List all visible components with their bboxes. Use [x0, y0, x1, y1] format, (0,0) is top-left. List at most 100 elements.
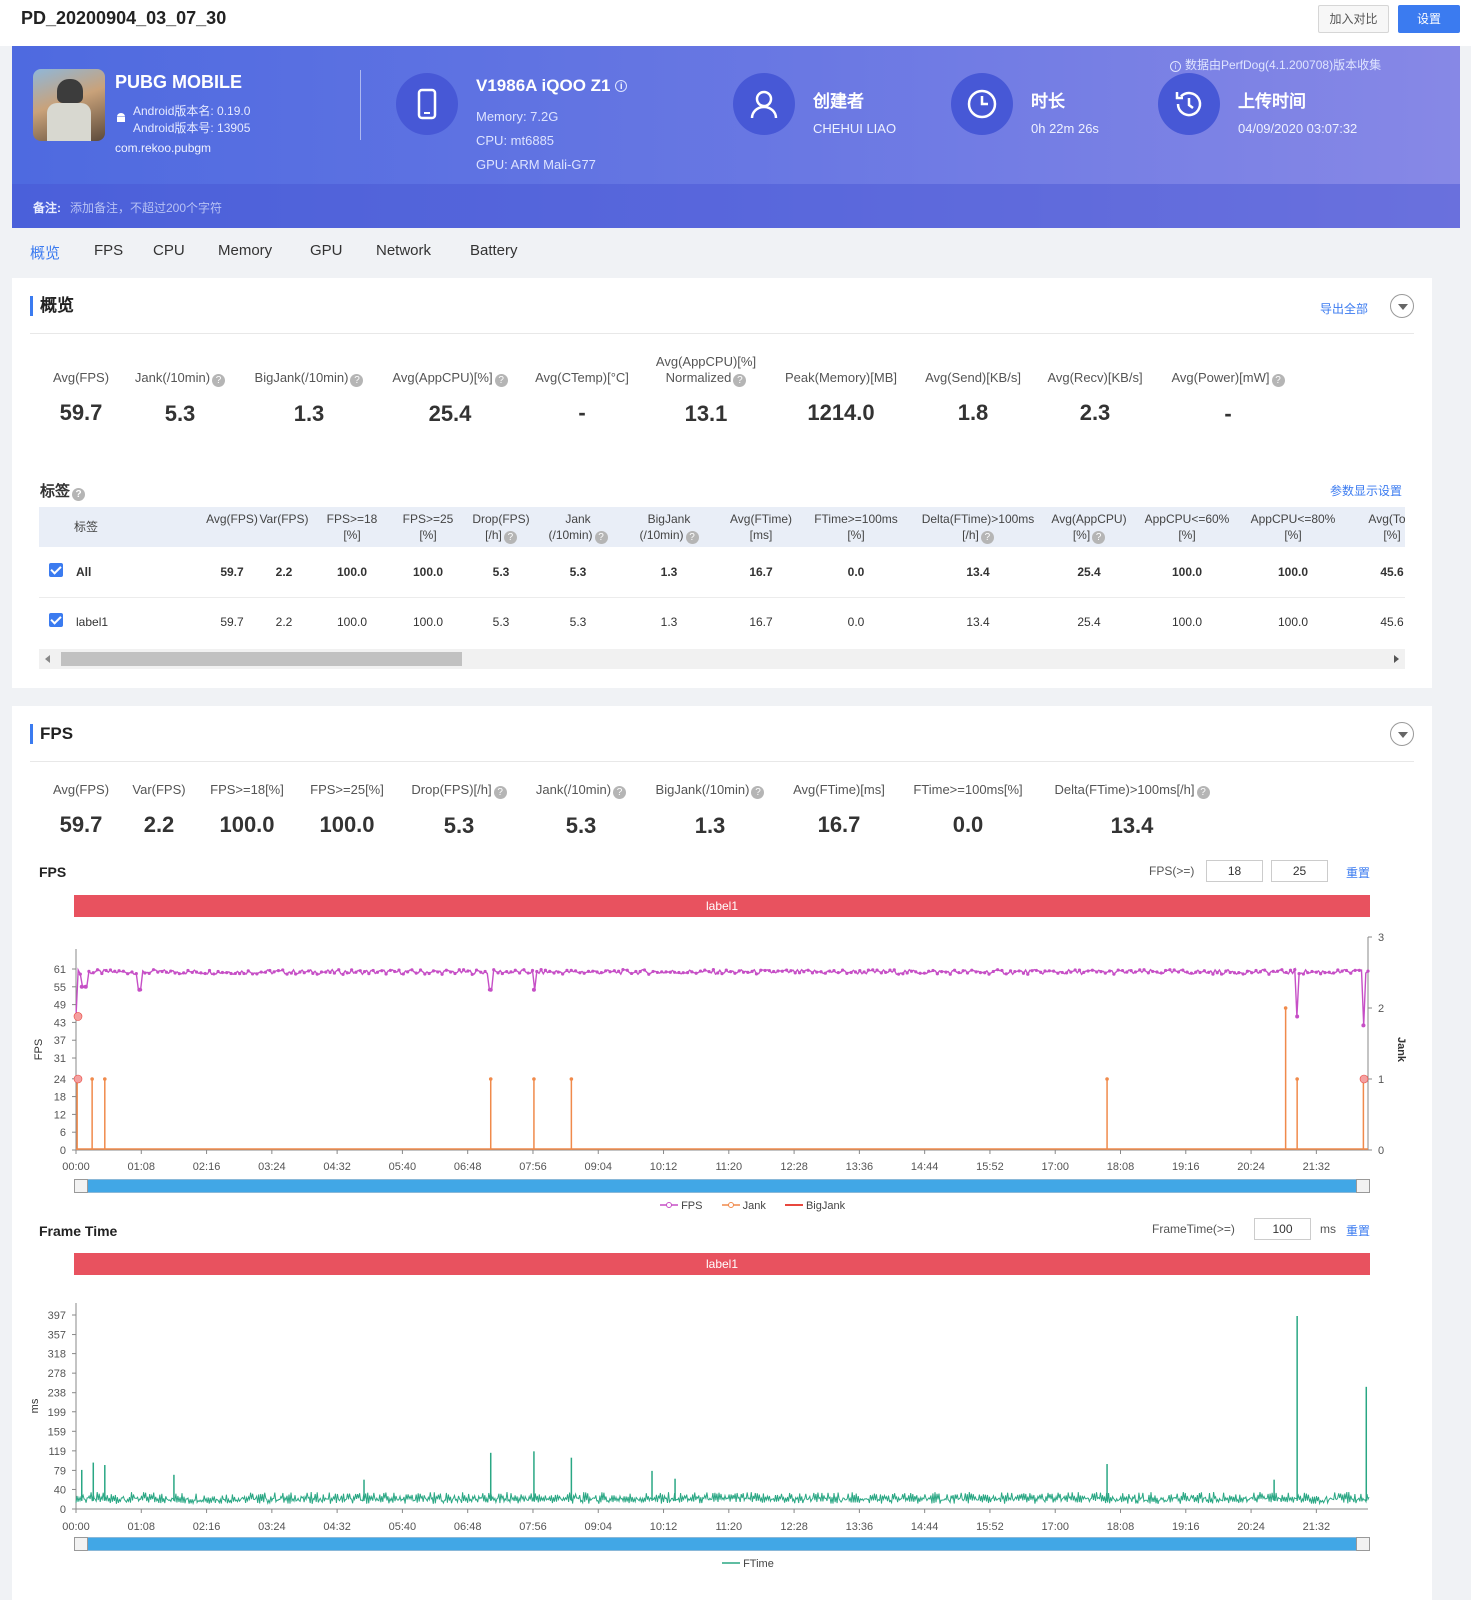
- jank-point: [488, 1077, 493, 1081]
- fps-point: [108, 968, 113, 972]
- collapse-overview-button[interactable]: [1390, 294, 1414, 318]
- legend-ftime[interactable]: FTime: [722, 1558, 774, 1570]
- fps-point: [1073, 968, 1077, 972]
- x-tick-label: 02:16: [193, 1161, 221, 1173]
- scroll-right-icon[interactable]: [1394, 655, 1399, 663]
- help-icon[interactable]: ?: [503, 531, 517, 544]
- help-icon[interactable]: ?: [72, 488, 86, 501]
- fps-point: [741, 970, 746, 974]
- tab-overview[interactable]: 概览: [30, 245, 61, 262]
- slider-left-handle[interactable]: [74, 1179, 88, 1193]
- fps-point: [225, 970, 229, 975]
- help-icon[interactable]: ?: [212, 374, 226, 387]
- fps-point: [759, 968, 763, 972]
- fps-point: [1168, 968, 1172, 972]
- row-checkbox[interactable]: [49, 613, 63, 627]
- fps-point: [1215, 971, 1219, 975]
- table-horizontal-scrollbar[interactable]: [39, 649, 1405, 669]
- fps-point: [345, 971, 349, 975]
- fps-point: [496, 971, 500, 975]
- x-tick-label: 13:36: [846, 1521, 874, 1533]
- fps-point: [1202, 969, 1206, 973]
- help-icon[interactable]: ?: [613, 786, 627, 799]
- help-icon[interactable]: ?: [350, 374, 364, 387]
- help-icon[interactable]: ?: [733, 374, 747, 387]
- legend-fps[interactable]: FPS: [660, 1200, 702, 1212]
- app-version-info: Android版本名: 0.19.0 Android版本号: 13905: [133, 103, 250, 137]
- fps-threshold-25-input[interactable]: 25: [1271, 860, 1328, 882]
- help-icon[interactable]: ?: [493, 786, 507, 799]
- fps-point: [651, 969, 655, 974]
- help-icon[interactable]: ?: [494, 374, 508, 387]
- metric-label: BigJank(/10min): [655, 782, 750, 797]
- tab-fps[interactable]: FPS: [94, 242, 124, 259]
- fps-point: [1331, 971, 1336, 975]
- fps-point: [509, 970, 513, 974]
- clock-icon: [951, 73, 1013, 135]
- column-header-line1: FPS>=18: [326, 512, 378, 526]
- legend-bigjank[interactable]: BigJank: [784, 1200, 845, 1212]
- fps-point: [638, 969, 642, 974]
- export-all-link[interactable]: 导出全部: [1320, 302, 1369, 316]
- tab-cpu[interactable]: CPU: [153, 242, 185, 259]
- collapse-fps-button[interactable]: [1390, 722, 1414, 746]
- slider-left-handle[interactable]: [74, 1537, 88, 1551]
- frametime-range-slider[interactable]: [74, 1537, 1370, 1551]
- help-icon[interactable]: ?: [751, 786, 765, 799]
- table-cell: 25.4: [1077, 615, 1101, 629]
- help-icon[interactable]: ?: [685, 531, 699, 544]
- note-input[interactable]: 添加备注，不超过200个字符: [70, 201, 223, 215]
- fps-point: [720, 971, 724, 976]
- x-tick-label: 17:00: [1041, 1521, 1069, 1533]
- param-display-settings-link[interactable]: 参数显示设置: [1330, 484, 1403, 498]
- fps-point: [289, 971, 293, 975]
- tags-title: 标签?: [40, 480, 86, 501]
- fps-reset-link[interactable]: 重置: [1346, 866, 1371, 880]
- help-icon[interactable]: ?: [594, 531, 608, 544]
- fps-point: [242, 971, 246, 976]
- fps-threshold-18-input[interactable]: 18: [1206, 860, 1263, 882]
- y2-tick-label: 3: [1378, 932, 1384, 944]
- table-cell: 100.0: [412, 615, 444, 629]
- fps-point: [522, 968, 526, 972]
- tab-memory[interactable]: Memory: [218, 242, 273, 259]
- fps-range-slider[interactable]: [74, 1179, 1370, 1193]
- fps-point: [121, 969, 125, 973]
- help-icon[interactable]: ?: [1196, 786, 1210, 799]
- settings-button[interactable]: 设置: [1398, 5, 1460, 33]
- fps-point: [526, 971, 530, 975]
- fps-point: [840, 968, 845, 972]
- frametime-label-bar[interactable]: label1: [74, 1253, 1370, 1275]
- help-icon[interactable]: ?: [1092, 531, 1106, 544]
- fps-point: [1250, 971, 1254, 975]
- tab-battery[interactable]: Battery: [470, 242, 518, 259]
- scrollbar-thumb[interactable]: [61, 652, 462, 666]
- slider-right-handle[interactable]: [1356, 1537, 1370, 1551]
- fps-point: [1064, 971, 1069, 975]
- legend-jank[interactable]: Jank: [721, 1200, 766, 1212]
- scroll-left-icon[interactable]: [45, 655, 50, 663]
- help-icon[interactable]: ?: [980, 531, 994, 544]
- frametime-chart[interactable]: 0 40 79 119 159 199 238 278 318 357 397 ms 00:00 01:0…: [12, 1281, 1432, 1541]
- fps-point: [492, 968, 496, 972]
- x-tick-label: 04:32: [323, 1161, 351, 1173]
- row-checkbox[interactable]: [49, 563, 63, 577]
- metric-value: 0.0: [952, 812, 984, 837]
- add-to-compare-button[interactable]: 加入对比: [1318, 5, 1389, 33]
- tab-network[interactable]: Network: [376, 242, 432, 259]
- fps-point: [970, 968, 974, 972]
- fps-point: [1008, 969, 1013, 973]
- fps-point: [414, 971, 418, 975]
- metric-value: 13.1: [684, 401, 728, 426]
- frametime-reset-link[interactable]: 重置: [1346, 1224, 1371, 1238]
- tab-gpu[interactable]: GPU: [310, 242, 343, 259]
- tags-title-text: 标签: [40, 483, 71, 500]
- metric-5: Avg(AppCPU)[%] Normalized? 13.1: [626, 354, 786, 427]
- fps-label-bar[interactable]: label1: [74, 895, 1370, 917]
- device-info-icon[interactable]: i: [615, 80, 628, 92]
- slider-right-handle[interactable]: [1356, 1179, 1370, 1193]
- frametime-threshold-input[interactable]: 100: [1254, 1218, 1311, 1240]
- help-icon[interactable]: ?: [1271, 374, 1285, 387]
- fps-point: [1056, 971, 1060, 975]
